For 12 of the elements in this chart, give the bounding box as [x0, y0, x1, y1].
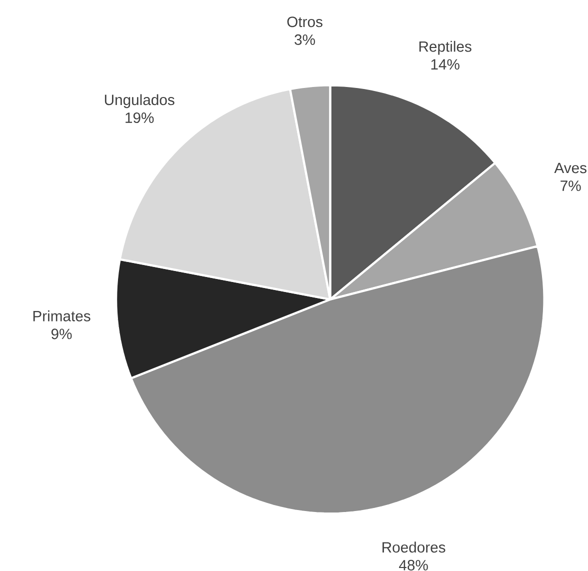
data-label: 3% [294, 34, 315, 45]
data-label: 48% [399, 560, 428, 570]
data-label: 7% [560, 180, 581, 191]
slice-label: Reptiles [419, 40, 472, 55]
data-label: 9% [51, 328, 72, 339]
slice-label: Ungulados [104, 94, 174, 108]
slice-label: Aves [554, 162, 586, 173]
slice-label: Primates [33, 310, 90, 322]
data-label: 14% [431, 58, 460, 70]
slice-label: Otros [287, 16, 322, 27]
data-label: 19% [126, 112, 154, 123]
slice-label: Roedores [382, 541, 446, 552]
